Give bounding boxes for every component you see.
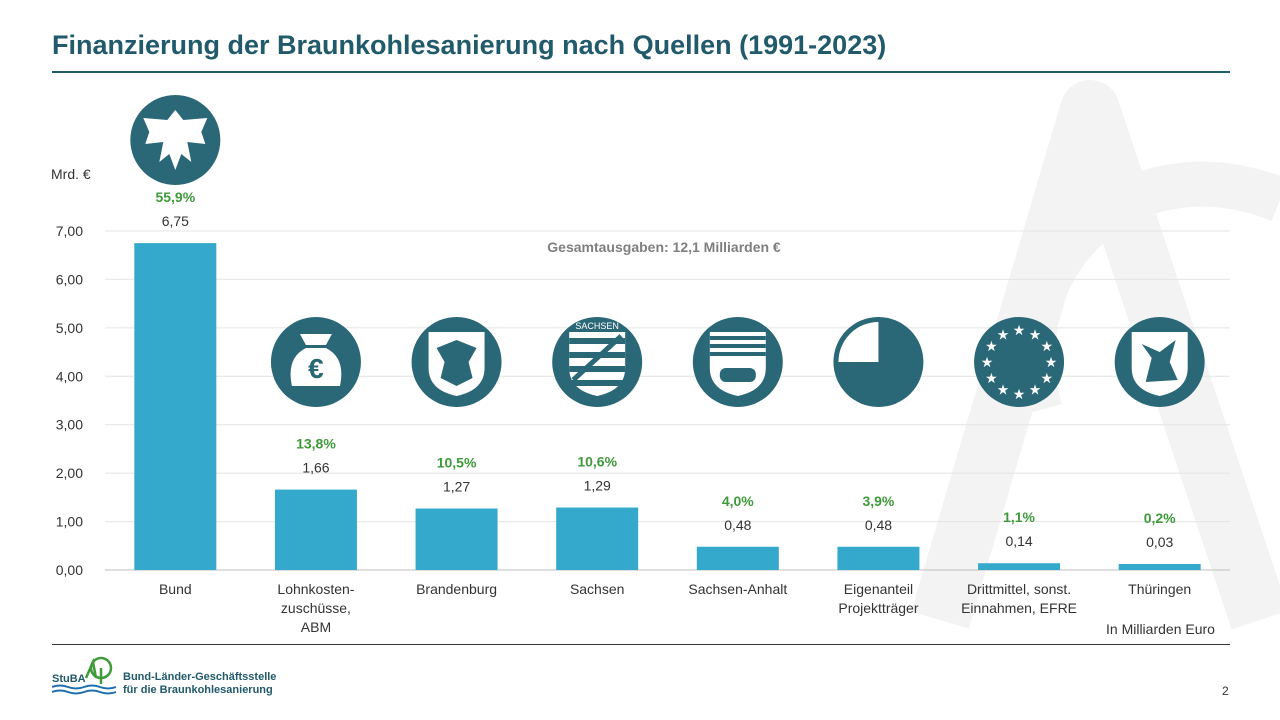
federal-eagle-icon [130, 95, 221, 185]
y-tick-label: 6,00 [56, 271, 83, 287]
y-tick-label: 7,00 [56, 223, 83, 239]
svg-text:★: ★ [1045, 355, 1058, 371]
logo-abbrev: StuBA [52, 673, 86, 685]
footer-rule [52, 644, 1230, 645]
eu-stars-icon: ★ ★★★★★★★★★★★ [974, 317, 1065, 407]
money-bag-icon: € [270, 317, 361, 407]
title-rule [52, 71, 1230, 73]
value-label: 0,48 [724, 517, 751, 533]
category-label: ABM [301, 619, 331, 635]
y-tick-label: 0,00 [56, 562, 83, 578]
svg-text:★: ★ [1013, 387, 1026, 403]
saxony-coat-of-arms-icon: SACHSEN [552, 317, 643, 407]
category-label: Lohnkosten- [277, 581, 354, 597]
svg-text:SACHSEN: SACHSEN [575, 321, 619, 331]
thuringia-coat-of-arms-icon [1114, 317, 1205, 407]
value-label: 0,03 [1146, 534, 1173, 550]
category-label: Thüringen [1128, 581, 1191, 597]
y-tick-label: 4,00 [56, 368, 83, 384]
svg-text:★: ★ [1029, 383, 1042, 399]
unit-note: In Milliarden Euro [1106, 621, 1215, 637]
category-label: Sachsen-Anhalt [688, 581, 787, 597]
y-tick-label: 2,00 [56, 465, 83, 481]
page-number: 2 [1222, 684, 1229, 698]
slide-title: Finanzierung der Braunkohlesanierung nac… [52, 30, 887, 60]
percent-label: 1,1% [1003, 509, 1035, 525]
category-label: Drittmittel, sonst. [967, 581, 1071, 597]
svg-text:★: ★ [1040, 371, 1053, 387]
saxony-anhalt-coat-of-arms-icon [692, 317, 783, 407]
y-tick-label: 1,00 [56, 514, 83, 530]
svg-text:★: ★ [985, 339, 998, 355]
logo-line-1: Bund-Länder-Geschäftsstelle [123, 671, 277, 683]
bar [134, 243, 217, 570]
bar [1118, 564, 1201, 570]
category-label: Projektträger [838, 600, 918, 616]
bar [978, 563, 1061, 570]
svg-text:★: ★ [1040, 339, 1053, 355]
svg-text:★: ★ [981, 355, 994, 371]
svg-text:★: ★ [997, 327, 1010, 343]
category-label: Eigenanteil [844, 581, 913, 597]
y-tick-label: 5,00 [56, 320, 83, 336]
percent-label: 3,9% [862, 493, 894, 509]
bar [415, 508, 498, 570]
bar [556, 507, 639, 570]
value-label: 1,29 [584, 478, 611, 494]
category-label: Einnahmen, EFRE [961, 600, 1077, 616]
pie-slice-icon [833, 317, 924, 407]
svg-text:★: ★ [997, 383, 1010, 399]
percent-label: 10,5% [437, 454, 477, 470]
svg-text:€: € [308, 353, 324, 384]
percent-label: 0,2% [1144, 510, 1176, 526]
category-label: Bund [159, 581, 192, 597]
bar [696, 546, 779, 570]
value-label: 0,14 [1005, 533, 1032, 549]
value-label: 6,75 [162, 213, 189, 229]
percent-label: 4,0% [722, 493, 754, 509]
value-label: 1,27 [443, 478, 470, 494]
stuba-logo: StuBA [52, 656, 117, 695]
total-annotation: Gesamtausgaben: 12,1 Milliarden € [547, 239, 781, 255]
category-label: zuschüsse, [281, 600, 351, 616]
y-tick-label: 3,00 [56, 417, 83, 433]
svg-text:★: ★ [1013, 323, 1026, 339]
y-axis-label: Mrd. € [51, 166, 91, 182]
percent-label: 55,9% [155, 189, 195, 205]
value-label: 1,66 [302, 460, 329, 476]
category-label: Brandenburg [416, 581, 497, 597]
svg-text:★: ★ [985, 371, 998, 387]
bar [274, 489, 357, 570]
value-label: 0,48 [865, 517, 892, 533]
logo-line-2: für die Braunkohlesanierung [123, 684, 273, 696]
brandenburg-coat-of-arms-icon [411, 317, 502, 407]
percent-label: 10,6% [577, 454, 617, 470]
svg-text:★: ★ [1029, 327, 1042, 343]
category-label: Sachsen [570, 581, 624, 597]
percent-label: 13,8% [296, 436, 336, 452]
bar [837, 546, 920, 570]
